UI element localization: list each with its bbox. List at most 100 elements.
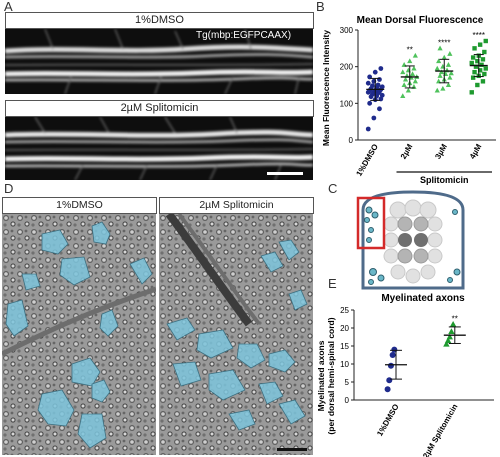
chart-b-point: [441, 54, 447, 60]
em-image-splitomicin: [159, 214, 313, 455]
chart-b-category-label: 4µM: [468, 142, 484, 160]
chart-e-ylabel-line: Myelinated axons: [318, 340, 326, 411]
chart-b-point: [470, 75, 476, 80]
panel-label-e: E: [328, 276, 337, 291]
em-image-dmso: [2, 214, 156, 455]
chart-e-category-label: 1%DMSO: [375, 403, 401, 438]
chart-e-point: [386, 377, 393, 384]
panel-label-a: A: [4, 0, 13, 14]
chart-b-point: [440, 85, 446, 91]
chart-b-point: [445, 82, 452, 87]
chart-b-point: [445, 62, 452, 67]
chart-b-point: [402, 76, 409, 82]
chart-b-point: [434, 65, 440, 71]
splitomicin-label-box: 2µM Splitomicin: [5, 100, 314, 117]
chart-b-point: [401, 82, 407, 87]
chart-b-point: [400, 69, 406, 75]
chart-b-point: [367, 100, 373, 106]
fluorescence-image-dmso: [5, 29, 313, 94]
chart-b-point: [438, 69, 445, 75]
chart-e-point: [446, 333, 453, 340]
spinal-cord-schematic: [356, 190, 465, 290]
chart-b-point: [483, 38, 488, 44]
chart-b-point: [470, 55, 476, 60]
chart-b-y-tick-label: 200: [340, 63, 354, 72]
chart-b-significance: ****: [438, 38, 450, 47]
chart-e-ylabel-line: (per dorsal hemi-spinal cord): [326, 317, 336, 434]
chart-b-point: [365, 80, 371, 86]
chart-b-category-label: 2µM: [399, 142, 415, 160]
chart-b-y-tick-label: 300: [340, 26, 354, 35]
chart-e-point: [387, 362, 394, 369]
chart-e-category-label: 2µM Splitomicin: [421, 402, 459, 457]
chart-b-point: [400, 93, 406, 98]
transgene-tag: Tg(mbp:EGFPCAAX): [196, 30, 292, 41]
chart-b-point: [479, 62, 484, 68]
chart-b-point: [472, 69, 477, 75]
chart-b-point: [483, 66, 488, 71]
chart-e-y-tick-label: 25: [340, 306, 349, 315]
chart-b-point: [437, 45, 443, 51]
chart-e-ylabel: Myelinated axons(per dorsal hemi-spinal …: [318, 317, 336, 434]
chart-b-point: [379, 84, 385, 90]
chart-e-significance: **: [452, 314, 458, 323]
chart-b-ylabel: Mean Fluorescence Intensity: [321, 30, 331, 146]
chart-b-point: [469, 60, 474, 66]
chart-b-y-tick-label: 0: [349, 136, 354, 145]
chart-b-point: [477, 42, 483, 47]
chart-b-point: [482, 49, 487, 55]
myelinated-axons-chart: Myelinated axons Myelinated axons(per do…: [318, 293, 494, 457]
chart-b-point: [480, 57, 486, 62]
chart-b-point: [472, 46, 477, 51]
panel-label-b: B: [316, 0, 325, 14]
chart-b-title: Mean Dorsal Fluorescence: [357, 15, 484, 26]
chart-b-point: [434, 87, 440, 93]
chart-b-point: [377, 77, 382, 82]
chart-e-point: [448, 328, 455, 334]
chart-b-point: [412, 78, 418, 84]
chart-e-point: [443, 340, 450, 347]
chart-b-point: [436, 58, 442, 64]
chart-b-point: [365, 126, 371, 132]
chart-b-point: [370, 83, 375, 89]
chart-b-point: [448, 70, 454, 76]
chart-b-point: [447, 51, 453, 56]
chart-e-title: Myelinated axons: [381, 293, 465, 304]
chart-b-category-label: 3µM: [433, 142, 449, 160]
chart-b-point: [407, 58, 413, 64]
chart-b-point: [477, 68, 483, 73]
chart-e-y-tick-label: 5: [345, 378, 350, 387]
chart-e-y-tick-label: 15: [340, 342, 349, 351]
panel-label-c: C: [328, 181, 338, 196]
chart-b-point: [379, 92, 385, 98]
chart-e-y-tick-label: 20: [340, 324, 349, 333]
chart-b-group-label: Splitomicin: [420, 175, 469, 185]
fluorescence-image-splitomicin: [5, 117, 313, 180]
chart-b-point: [475, 58, 480, 64]
panel-label-d: D: [4, 181, 14, 196]
chart-b-point: [375, 82, 381, 88]
chart-b-point: [436, 78, 442, 84]
chart-b-point: [482, 71, 487, 77]
chart-b-point: [411, 65, 417, 71]
fluorescence-chart: Mean Dorsal Fluorescence Mean Fluorescen…: [321, 15, 496, 185]
dmso-label-box: 1%DMSO: [5, 12, 314, 29]
chart-b-point: [371, 115, 377, 121]
em-splitomicin-label-box: 2µM Splitomicin: [159, 197, 314, 214]
chart-b-significance: **: [407, 46, 413, 55]
em-dmso-label-box: 1%DMSO: [2, 197, 157, 214]
chart-e-point: [449, 321, 457, 327]
chart-b-y-tick-label: 100: [340, 99, 354, 108]
chart-e-point: [384, 386, 391, 393]
chart-b-point: [378, 66, 384, 71]
chart-b-significance: ****: [473, 31, 485, 40]
chart-e-y-tick-label: 10: [340, 360, 349, 369]
chart-b-point: [377, 106, 382, 112]
chart-b-point: [412, 52, 418, 58]
chart-b-point: [437, 73, 443, 78]
chart-e-point: [389, 352, 396, 358]
chart-b-point: [372, 69, 378, 75]
chart-b-point: [447, 74, 453, 80]
chart-e-y-tick-label: 0: [345, 396, 350, 405]
chart-b-point: [409, 71, 416, 76]
